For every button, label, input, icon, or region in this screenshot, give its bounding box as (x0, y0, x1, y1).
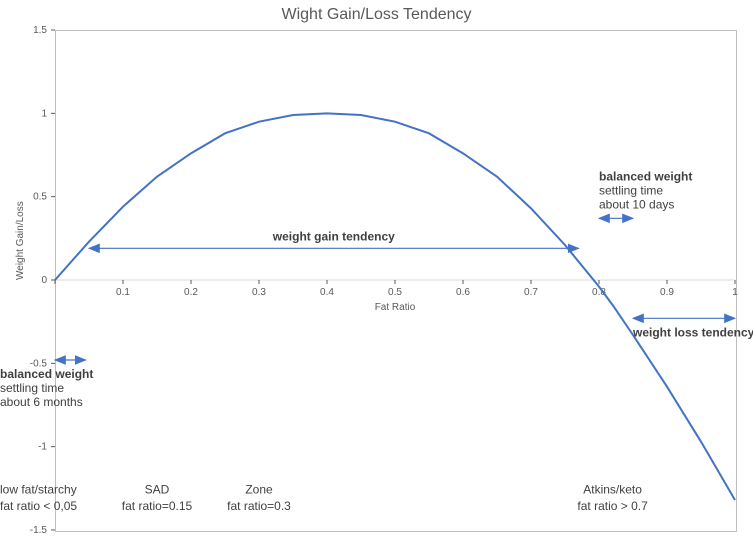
svg-text:1: 1 (732, 287, 738, 298)
svg-text:-1: -1 (38, 442, 47, 453)
svg-text:weight gain tendency: weight gain tendency (272, 229, 395, 243)
svg-text:low fat/starchy: low fat/starchy (0, 482, 77, 496)
chart-area: -1.5-1-0.500.511.50.10.20.30.40.50.60.70… (55, 30, 735, 530)
svg-text:0.9: 0.9 (660, 287, 674, 298)
svg-text:about 10 days: about 10 days (599, 197, 674, 211)
svg-text:balanced weight: balanced weight (0, 367, 93, 381)
svg-text:1: 1 (41, 108, 47, 119)
svg-text:Atkins/keto: Atkins/keto (583, 482, 642, 496)
svg-text:fat ratio > 0.7: fat ratio > 0.7 (577, 499, 648, 513)
svg-text:0: 0 (41, 275, 47, 286)
chart-svg: -1.5-1-0.500.511.50.10.20.30.40.50.60.70… (55, 30, 735, 530)
svg-text:fat ratio=0.3: fat ratio=0.3 (227, 499, 291, 513)
y-axis-label: Weight Gain/Loss (15, 201, 26, 280)
svg-text:Zone: Zone (245, 482, 273, 496)
svg-text:0.1: 0.1 (116, 287, 130, 298)
svg-text:0.2: 0.2 (184, 287, 198, 298)
svg-text:1.5: 1.5 (33, 25, 47, 36)
svg-text:balanced weight: balanced weight (599, 169, 692, 183)
svg-text:weight loss tendency: weight loss tendency (632, 325, 753, 339)
svg-text:settling time: settling time (0, 381, 64, 395)
svg-text:0.4: 0.4 (320, 287, 334, 298)
svg-text:0.5: 0.5 (33, 192, 47, 203)
svg-text:Fat Ratio: Fat Ratio (375, 302, 416, 313)
svg-text:0.6: 0.6 (456, 287, 470, 298)
svg-text:fat ratio < 0,05: fat ratio < 0,05 (0, 499, 77, 513)
svg-text:about 6 months: about 6 months (0, 395, 83, 409)
svg-text:settling time: settling time (599, 183, 663, 197)
svg-text:-1.5: -1.5 (30, 525, 48, 536)
chart-title: Wight Gain/Loss Tendency (0, 0, 753, 24)
svg-text:SAD: SAD (145, 482, 170, 496)
svg-text:0.3: 0.3 (252, 287, 266, 298)
svg-text:fat ratio=0.15: fat ratio=0.15 (122, 499, 193, 513)
svg-text:0.7: 0.7 (524, 287, 538, 298)
svg-text:0.5: 0.5 (388, 287, 402, 298)
